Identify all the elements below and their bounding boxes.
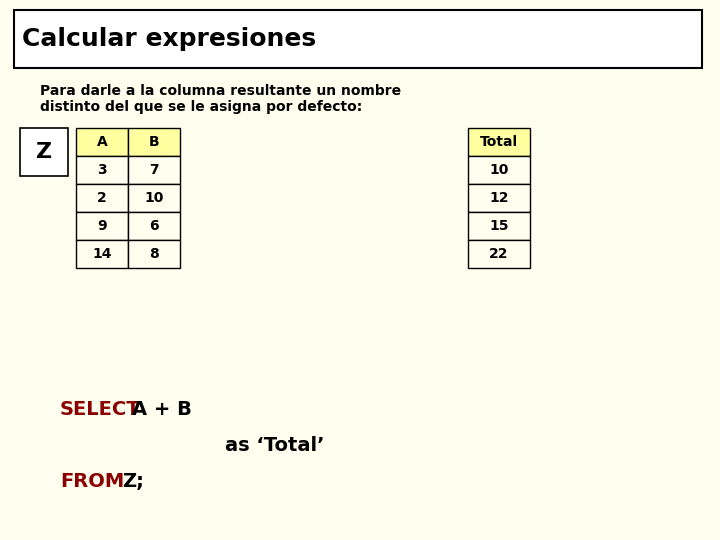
FancyBboxPatch shape: [468, 212, 530, 240]
Text: A: A: [96, 135, 107, 149]
Text: A + B: A + B: [132, 400, 192, 419]
FancyBboxPatch shape: [128, 240, 180, 268]
FancyBboxPatch shape: [468, 128, 530, 156]
Text: Calcular expresiones: Calcular expresiones: [22, 27, 316, 51]
Text: 10: 10: [144, 191, 163, 205]
FancyBboxPatch shape: [468, 240, 530, 268]
Text: 8: 8: [149, 247, 159, 261]
Text: 15: 15: [490, 219, 509, 233]
Text: Z: Z: [36, 142, 52, 162]
Text: 3: 3: [97, 163, 107, 177]
FancyBboxPatch shape: [468, 156, 530, 184]
Text: Total: Total: [480, 135, 518, 149]
FancyBboxPatch shape: [468, 184, 530, 212]
Text: 2: 2: [97, 191, 107, 205]
FancyBboxPatch shape: [128, 156, 180, 184]
Text: Para darle a la columna resultante un nombre: Para darle a la columna resultante un no…: [40, 84, 401, 98]
FancyBboxPatch shape: [76, 128, 128, 156]
FancyBboxPatch shape: [128, 212, 180, 240]
FancyBboxPatch shape: [128, 184, 180, 212]
Text: SELECT: SELECT: [60, 400, 140, 419]
FancyBboxPatch shape: [76, 212, 128, 240]
FancyBboxPatch shape: [128, 128, 180, 156]
Text: as ‘Total’: as ‘Total’: [225, 436, 325, 455]
FancyBboxPatch shape: [76, 240, 128, 268]
Text: 6: 6: [149, 219, 159, 233]
FancyBboxPatch shape: [14, 10, 702, 68]
FancyBboxPatch shape: [76, 156, 128, 184]
Text: 12: 12: [490, 191, 509, 205]
Text: 9: 9: [97, 219, 107, 233]
Text: FROM: FROM: [60, 472, 125, 491]
Text: 10: 10: [490, 163, 509, 177]
Text: Z;: Z;: [122, 472, 144, 491]
FancyBboxPatch shape: [76, 184, 128, 212]
Text: 7: 7: [149, 163, 159, 177]
FancyBboxPatch shape: [20, 128, 68, 176]
Text: B: B: [149, 135, 159, 149]
Text: 14: 14: [92, 247, 112, 261]
Text: distinto del que se le asigna por defecto:: distinto del que se le asigna por defect…: [40, 100, 362, 114]
Text: 22: 22: [490, 247, 509, 261]
